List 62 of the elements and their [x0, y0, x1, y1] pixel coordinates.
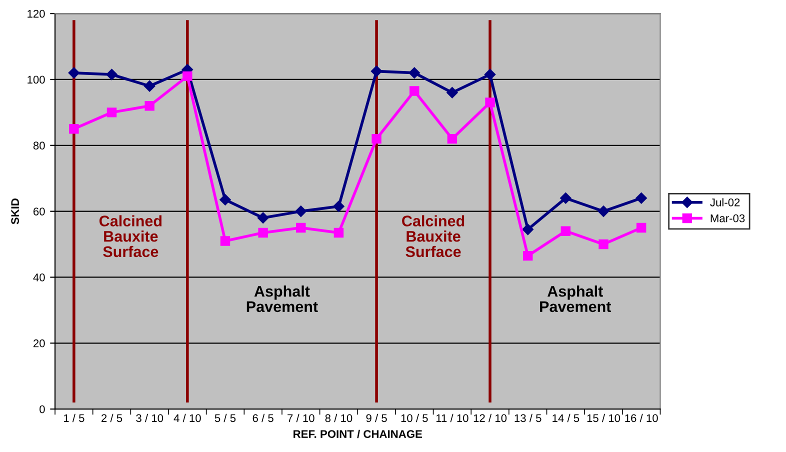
- point: [144, 80, 156, 92]
- x-tick-label: 9 / 5: [366, 414, 387, 422]
- point: [446, 87, 458, 98]
- point: [408, 67, 420, 78]
- y-tick-label: 20: [34, 339, 45, 348]
- y-tick-label: 120: [28, 10, 45, 18]
- legend-label: Jul-02: [710, 198, 740, 206]
- x-tick-label: 6 / 5: [252, 414, 274, 422]
- y-tick-label: 0: [40, 405, 45, 414]
- x-axis-title: REF. POINT / CHAINAGE: [294, 430, 422, 438]
- point: [560, 226, 571, 236]
- point: [560, 192, 572, 204]
- point: [144, 100, 154, 111]
- x-tick-label: 1 / 5: [64, 414, 84, 422]
- point: [220, 194, 231, 206]
- point: [636, 192, 647, 204]
- annotation: Calcined Bauxite Surface: [99, 215, 162, 258]
- point: [69, 124, 79, 134]
- point: [257, 212, 269, 224]
- x-tick-label: 5 / 5: [214, 414, 236, 422]
- point: [636, 222, 646, 233]
- x-tick-label: 11 / 10: [436, 414, 468, 422]
- x-tick-label: 12 / 10: [474, 414, 507, 422]
- x-tick-label: 15 / 10: [587, 414, 620, 422]
- legend-label: Mar-03: [710, 214, 745, 222]
- point: [372, 134, 382, 144]
- point: [296, 222, 306, 233]
- x-tick-label: 16 / 10: [625, 414, 658, 422]
- x-tick-label: 3 / 10: [136, 414, 164, 422]
- point: [258, 228, 268, 238]
- y-tick-label: 80: [33, 142, 45, 150]
- point: [598, 239, 608, 250]
- y-axis-title: SKID: [11, 198, 20, 224]
- annotation: Asphalt Pavement: [246, 286, 318, 312]
- point: [598, 206, 610, 217]
- point: [333, 200, 344, 212]
- point: [522, 224, 534, 236]
- x-tick-label: 4 / 10: [174, 414, 201, 422]
- annotation: Calcined Bauxite Surface: [402, 215, 464, 258]
- point: [447, 134, 458, 144]
- x-tick-label: 10 / 5: [401, 414, 428, 422]
- point: [220, 236, 230, 246]
- y-tick-label: 40: [33, 273, 45, 282]
- point: [295, 206, 306, 217]
- point: [106, 68, 118, 80]
- x-tick-label: 2 / 5: [102, 414, 122, 422]
- y-tick-label: 60: [34, 208, 45, 216]
- x-tick-label: 14 / 5: [552, 414, 580, 422]
- point: [522, 250, 533, 261]
- point: [485, 98, 495, 108]
- x-tick-label: 7 / 10: [288, 414, 314, 422]
- point: [106, 108, 117, 118]
- point: [370, 66, 382, 77]
- point: [182, 71, 192, 82]
- x-tick-label: 13 / 5: [514, 414, 542, 422]
- point: [410, 86, 420, 96]
- annotation: Asphalt Pavement: [540, 286, 612, 312]
- point: [334, 228, 344, 238]
- x-tick-label: 8 / 10: [325, 414, 352, 422]
- y-tick-label: 100: [28, 76, 45, 84]
- point: [68, 67, 80, 78]
- point: [484, 68, 496, 80]
